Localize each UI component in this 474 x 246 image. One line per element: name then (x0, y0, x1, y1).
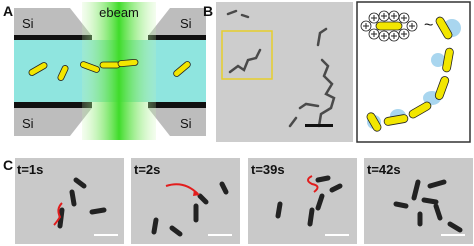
panel-label: B (203, 3, 213, 19)
si-block (14, 108, 92, 136)
frame: t=2s (131, 158, 240, 244)
time-label: t=39s (251, 162, 285, 177)
si-edge (148, 102, 206, 108)
panel-c: C t=1s t=2s t=39s t=42s (3, 157, 473, 244)
rods (28, 58, 191, 81)
si-label: Si (180, 16, 192, 31)
frame: t=1s (15, 158, 124, 244)
panel-a: A Si Si Si Si ebeam (3, 2, 206, 140)
si-edge (148, 35, 206, 40)
frame: t=39s (248, 158, 357, 244)
panel-b: B ~ (203, 1, 471, 143)
panel-label: C (3, 157, 13, 173)
micrograph (216, 2, 353, 142)
rods (366, 16, 454, 132)
zoom-box (221, 30, 273, 80)
si-block (148, 108, 206, 136)
si-block (148, 8, 206, 36)
rod-chains (226, 9, 336, 128)
time-label: t=2s (134, 162, 160, 177)
si-label: Si (22, 116, 34, 131)
beam-label: ebeam (99, 5, 139, 20)
frame: t=42s (364, 158, 473, 244)
panel-label: A (3, 3, 13, 19)
time-label: t=42s (367, 162, 401, 177)
time-label: t=1s (17, 162, 43, 177)
similar-symbol: ~ (424, 17, 433, 34)
si-block (14, 8, 92, 36)
rod (375, 21, 403, 31)
scale-bar (305, 124, 333, 127)
si-label: Si (22, 16, 34, 31)
si-edge (14, 102, 92, 108)
plus-signs (363, 13, 415, 39)
si-edge (14, 35, 92, 40)
si-label: Si (180, 116, 192, 131)
